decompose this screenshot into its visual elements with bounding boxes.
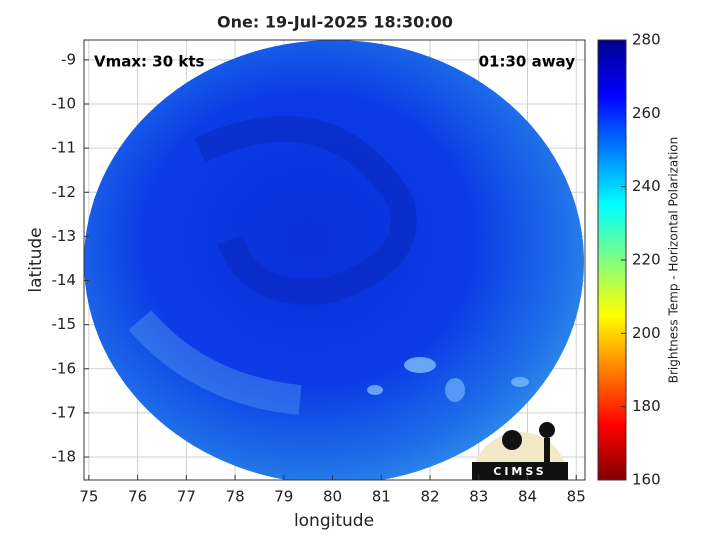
y-tick-label: -15 <box>52 315 77 333</box>
colorbar-tick-label: 220 <box>632 251 661 269</box>
x-tick-label: 77 <box>177 488 196 506</box>
colorbar-tick-label: 160 <box>632 471 661 489</box>
y-tick-label: -13 <box>52 227 77 245</box>
colorbar-tick-label: 240 <box>632 177 661 195</box>
y-axis-label: latitude <box>26 227 46 292</box>
plot-frame <box>83 39 586 481</box>
logo: CIMSS <box>472 422 568 480</box>
colorbar-tick-label: 180 <box>632 397 661 415</box>
x-tick-label: 82 <box>420 488 439 506</box>
y-tick-label: -12 <box>52 183 77 201</box>
logo-text: CIMSS <box>493 465 546 478</box>
x-tick-label: 84 <box>518 488 537 506</box>
colorbar-tick-label: 260 <box>632 104 661 122</box>
x-tick-label: 81 <box>372 488 391 506</box>
chart-title: One: 19-Jul-2025 18:30:00 <box>217 13 453 32</box>
x-tick-label: 79 <box>274 488 293 506</box>
y-tick-label: -9 <box>61 50 76 68</box>
y-tick-label: -14 <box>52 271 77 289</box>
y-tick-label: -17 <box>52 403 77 421</box>
colorbar-label: Brightness Temp - Horizontal Polarizatio… <box>667 137 681 384</box>
swath-image <box>84 40 584 480</box>
y-tick-label: -16 <box>52 359 77 377</box>
annotation: Vmax: 30 kts <box>94 53 204 71</box>
x-tick-label: 78 <box>226 488 245 506</box>
x-tick-label: 76 <box>128 488 147 506</box>
x-tick-label: 83 <box>469 488 488 506</box>
x-tick-label: 80 <box>323 488 342 506</box>
y-tick-label: -11 <box>52 139 77 157</box>
annotation: 01:30 away <box>479 53 576 71</box>
x-tick-label: 75 <box>79 488 98 506</box>
y-tick-label: -18 <box>52 448 77 466</box>
colorbar-tick-label: 280 <box>632 31 661 49</box>
y-tick-label: -10 <box>52 94 77 112</box>
x-tick-label: 85 <box>567 488 586 506</box>
colorbar-tick-label: 200 <box>632 324 661 342</box>
x-axis-label: longitude <box>294 511 374 531</box>
